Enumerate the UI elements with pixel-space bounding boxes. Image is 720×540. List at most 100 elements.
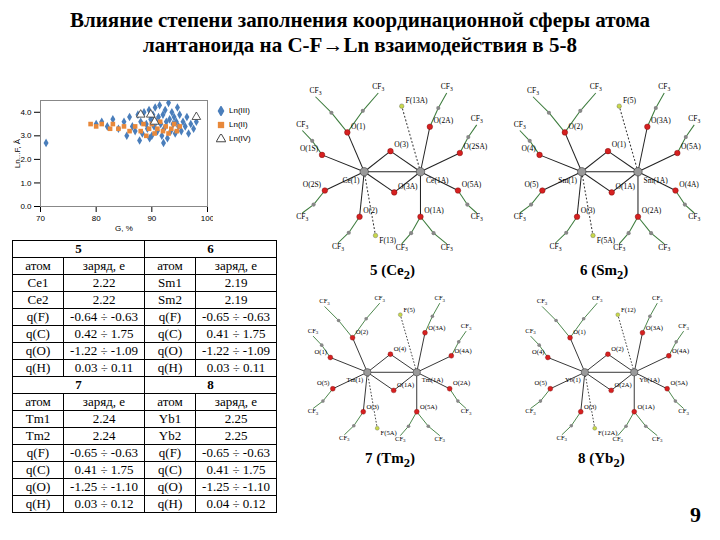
svg-text:CF3: CF3	[678, 322, 689, 331]
svg-text:O(5): O(5)	[524, 180, 539, 189]
svg-text:CF3: CF3	[592, 294, 603, 303]
svg-text:O(1): O(1)	[573, 328, 585, 336]
svg-text:O(3A): O(3A)	[651, 116, 671, 125]
svg-text:Tm(1A): Tm(1A)	[422, 376, 444, 384]
svg-text:O(3): O(3)	[584, 403, 596, 411]
svg-text:F(12A): F(12A)	[598, 429, 617, 437]
svg-text:Ce(1A): Ce(1A)	[426, 176, 449, 185]
svg-text:CF3: CF3	[309, 86, 321, 96]
svg-text:CF3: CF3	[319, 297, 330, 306]
svg-text:CF3: CF3	[296, 120, 308, 130]
svg-text:F(12): F(12)	[621, 306, 636, 314]
svg-text:CF3: CF3	[514, 212, 526, 222]
svg-text:CF3: CF3	[441, 82, 453, 92]
svg-text:O(1S): O(1S)	[300, 144, 319, 153]
svg-text:0.0: 0.0	[20, 202, 32, 211]
svg-text:O(5): O(5)	[317, 379, 329, 387]
svg-text:CF3: CF3	[339, 434, 350, 443]
svg-text:4.0: 4.0	[20, 108, 32, 117]
svg-text:O(2): O(2)	[611, 345, 623, 353]
svg-text:O(3): O(3)	[394, 140, 409, 149]
svg-text:CF3: CF3	[688, 114, 700, 124]
svg-text:F(5): F(5)	[623, 96, 636, 105]
svg-text:O(1): O(1)	[351, 122, 366, 131]
svg-text:CF3: CF3	[527, 86, 539, 96]
svg-text:CF3: CF3	[652, 435, 663, 444]
svg-text:O(3): O(3)	[367, 403, 379, 411]
svg-text:CF3: CF3	[549, 242, 561, 252]
svg-text:O(3): O(3)	[581, 206, 596, 215]
svg-text:CF3: CF3	[435, 435, 446, 444]
svg-text:O(2A): O(2A)	[434, 116, 454, 125]
svg-text:CF3: CF3	[514, 120, 526, 130]
svg-text:F(5A): F(5A)	[381, 429, 397, 437]
svg-text:O(5A): O(5A)	[462, 180, 482, 189]
svg-text:G, %: G, %	[115, 224, 133, 233]
svg-text:F(5A): F(5A)	[597, 236, 616, 245]
svg-text:CF3: CF3	[461, 322, 472, 331]
svg-text:O(4): O(4)	[394, 345, 406, 353]
svg-text:O(5A): O(5A)	[681, 142, 701, 151]
svg-text:O(4A): O(4A)	[672, 347, 689, 355]
svg-text:80: 80	[92, 214, 101, 223]
svg-text:O(5A): O(5A)	[670, 379, 687, 387]
svg-text:CF3: CF3	[557, 434, 568, 443]
svg-text:CF3: CF3	[471, 212, 483, 222]
svg-text:F(13A): F(13A)	[405, 96, 428, 105]
svg-text:O(2S): O(2S)	[303, 180, 322, 189]
svg-text:O(5A): O(5A)	[420, 403, 437, 411]
svg-text:CF3: CF3	[374, 294, 385, 303]
svg-text:CF3: CF3	[435, 294, 446, 303]
svg-text:O(1A): O(1A)	[638, 403, 655, 411]
svg-text:O(3A): O(3A)	[398, 182, 418, 191]
svg-text:F(13): F(13)	[379, 236, 396, 245]
svg-text:CF3: CF3	[471, 114, 483, 124]
svg-text:CF3: CF3	[537, 297, 548, 306]
svg-text:70: 70	[36, 214, 45, 223]
svg-text:O(2): O(2)	[356, 328, 368, 336]
svg-text:O(2): O(2)	[569, 122, 584, 131]
svg-text:CF3: CF3	[652, 294, 663, 303]
svg-text:CF3: CF3	[308, 407, 319, 416]
svg-text:O(4): O(4)	[532, 348, 544, 356]
svg-text:Sm(1A): Sm(1A)	[644, 176, 669, 185]
svg-text:O(4A): O(4A)	[679, 180, 699, 189]
svg-text:O(1A): O(1A)	[615, 182, 635, 191]
svg-text:CF3: CF3	[395, 435, 406, 444]
svg-text:1.0: 1.0	[20, 179, 32, 188]
svg-text:O(2SA): O(2SA)	[464, 142, 488, 151]
svg-text:CF3: CF3	[658, 82, 670, 92]
svg-text:CF3: CF3	[296, 212, 308, 222]
svg-text:CF3: CF3	[372, 82, 384, 92]
svg-text:CF3: CF3	[332, 242, 344, 252]
svg-text:CF3: CF3	[658, 243, 670, 253]
svg-text:CF3: CF3	[308, 327, 319, 336]
svg-text:CF3: CF3	[461, 407, 472, 416]
svg-text:100: 100	[201, 214, 213, 223]
svg-text:O(3A): O(3A)	[646, 324, 663, 332]
svg-text:O(2): O(2)	[363, 206, 378, 215]
svg-text:CF3: CF3	[441, 243, 453, 253]
svg-text:Tm(1): Tm(1)	[346, 376, 363, 384]
svg-text:O(4): O(4)	[522, 144, 537, 153]
svg-text:O(1A): O(1A)	[424, 206, 444, 215]
svg-text:CF3: CF3	[525, 407, 536, 416]
svg-text:O(5): O(5)	[535, 379, 547, 387]
svg-text:O(2A): O(2A)	[453, 379, 470, 387]
svg-text:CF3: CF3	[613, 435, 624, 444]
svg-text:O(2A): O(2A)	[614, 381, 631, 389]
svg-text:O(4A): O(4A)	[455, 347, 472, 355]
svg-text:O(2A): O(2A)	[642, 206, 662, 215]
svg-text:O(1): O(1)	[612, 140, 627, 149]
svg-text:CF3: CF3	[396, 243, 408, 253]
svg-text:Ce(1): Ce(1)	[342, 176, 360, 185]
svg-text:90: 90	[147, 214, 156, 223]
svg-text:CF3: CF3	[525, 327, 536, 336]
svg-text:O(1A): O(1A)	[397, 381, 414, 389]
svg-text:F(5): F(5)	[404, 306, 415, 314]
svg-text:CF3: CF3	[688, 212, 700, 222]
svg-text:Yb(1A): Yb(1A)	[639, 376, 659, 384]
svg-text:Yb(1): Yb(1)	[565, 376, 581, 384]
svg-text:Ln...F, Å: Ln...F, Å	[13, 138, 22, 168]
svg-text:Sm(1): Sm(1)	[558, 176, 577, 185]
